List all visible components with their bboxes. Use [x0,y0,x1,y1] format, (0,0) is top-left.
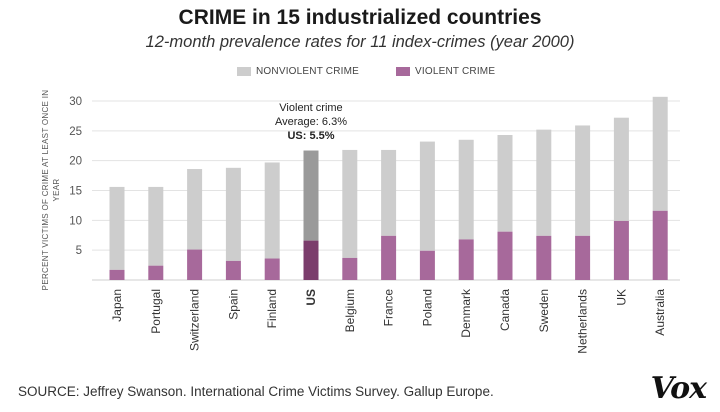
chart-subtitle: 12-month prevalence rates for 11 index-c… [145,33,575,51]
x-tick-label: Switzerland [188,289,202,351]
legend-label-nonviolent: NONVIOLENT CRIME [256,66,360,77]
bar-violent-portugal [148,265,164,280]
bar-violent-switzerland [187,249,203,280]
x-tick-label: Poland [420,289,434,326]
bar-violent-japan [109,269,125,280]
bar-violent-us [303,240,319,280]
y-tick-label: 20 [69,156,82,168]
bar-nonviolent-portugal [148,186,164,266]
bar-nonviolent-us [303,150,319,241]
y-tick-label: 10 [69,215,82,227]
x-tick-label: Portugal [149,289,163,334]
bar-nonviolent-switzerland [187,169,203,250]
x-tick-label: Spain [226,289,240,320]
x-tick-label: France [382,289,396,327]
bar-nonviolent-spain [225,167,241,261]
x-tick-label: Japan [110,289,124,322]
x-tick-label: Denmark [459,288,473,338]
bar-violent-uk [613,220,629,280]
x-tick-label: Canada [498,289,512,331]
x-tick-label: Belgium [343,289,357,332]
annotation-line: Average: 6.3% [275,116,347,128]
legend-item-violent: VIOLENT CRIME [396,66,495,77]
bar-nonviolent-finland [264,162,280,259]
vox-logo: Vox [650,371,707,406]
legend-swatch-nonviolent [237,67,251,76]
bar-violent-poland [419,250,435,280]
x-tick-label: Australia [653,289,667,336]
bar-nonviolent-denmark [458,139,474,240]
bar-nonviolent-belgium [342,149,358,258]
y-axis-label: PERCENT VICTIMS OF CRIME AT LEAST ONCE I… [41,90,61,291]
legend-item-nonviolent: NONVIOLENT CRIME [237,66,359,77]
bar-nonviolent-sweden [536,129,552,236]
bar-violent-netherlands [575,235,591,280]
y-tick-label: 25 [69,126,82,138]
source-note: SOURCE: Jeffrey Swanson. International C… [18,384,494,399]
legend-label-violent: VIOLENT CRIME [415,66,496,77]
y-tick-label: 30 [69,96,82,108]
bar-nonviolent-uk [613,117,629,221]
bar-violent-canada [497,231,513,280]
chart-title: CRIME in 15 industrialized countries [178,6,542,29]
annotation-line: Violent crime [279,102,342,114]
x-tick-label: Netherlands [576,289,590,354]
bar-nonviolent-poland [419,141,435,251]
x-tick-label: Sweden [537,289,551,332]
y-tick-label: 5 [76,245,82,257]
y-tick-label: 15 [69,186,82,198]
bar-nonviolent-japan [109,186,125,270]
bar-violent-finland [264,258,280,280]
bar-nonviolent-netherlands [575,125,591,236]
bar-nonviolent-france [381,149,397,236]
x-tick-label: Finland [265,289,279,328]
x-tick-label: UK [614,289,628,306]
legend-swatch-violent [396,67,410,76]
bar-violent-sweden [536,235,552,280]
x-tick-label: US [304,289,318,306]
bar-violent-belgium [342,257,358,280]
bar-nonviolent-canada [497,135,513,232]
annotation-line: US: 5.5% [287,130,334,142]
bar-nonviolent-australia [652,96,668,211]
bar-violent-denmark [458,239,474,280]
bar-violent-france [381,235,397,280]
bar-violent-australia [652,210,668,280]
bar-violent-spain [225,260,241,280]
